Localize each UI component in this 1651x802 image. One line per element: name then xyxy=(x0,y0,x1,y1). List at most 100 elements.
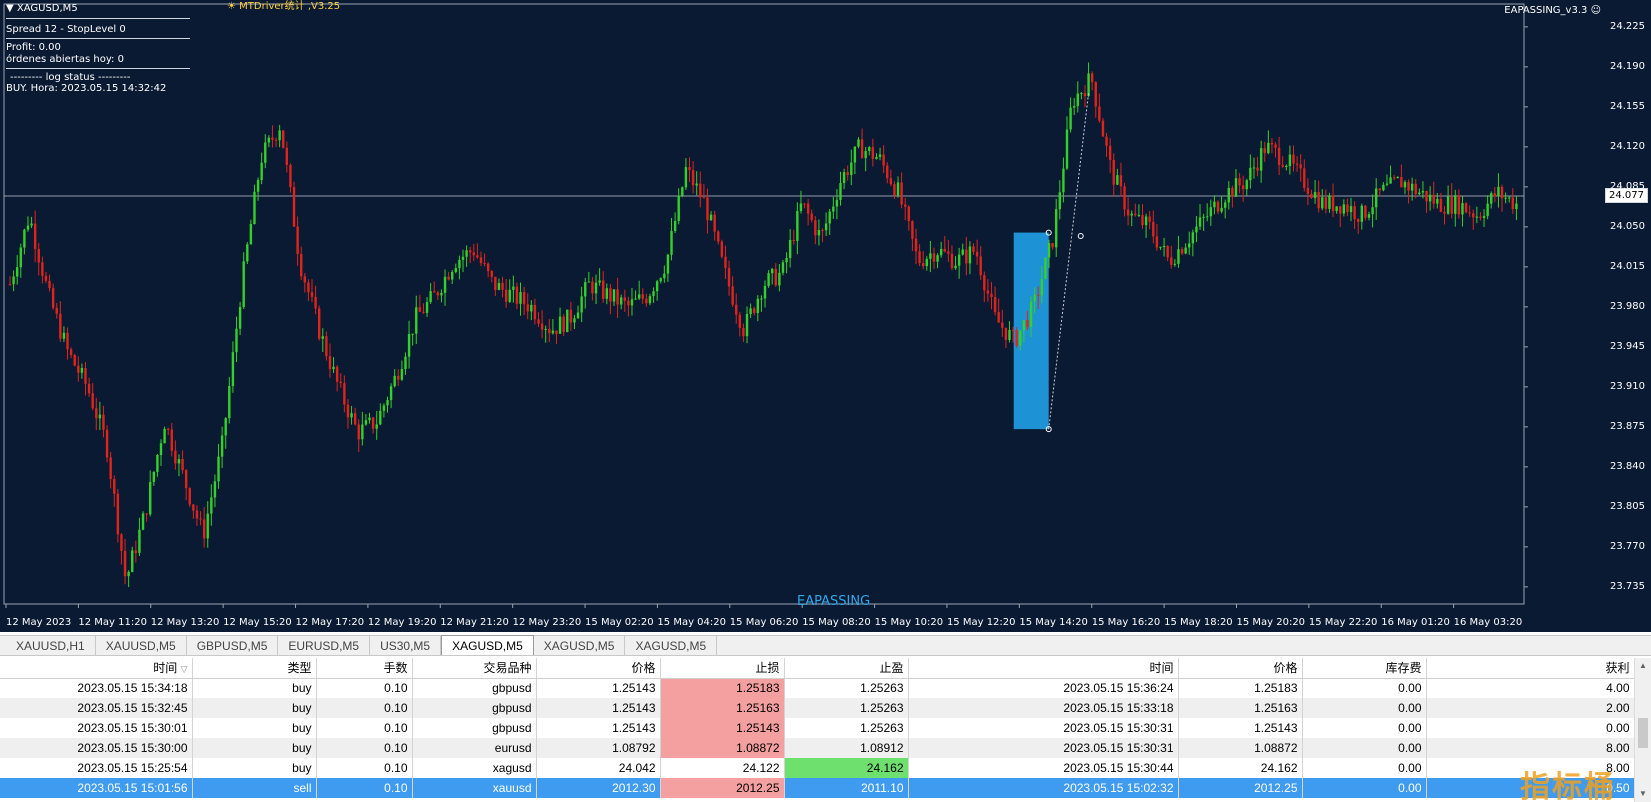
cell-type: buy xyxy=(192,758,317,778)
candle-body xyxy=(627,300,630,306)
candle-body xyxy=(1202,216,1205,218)
candle-body xyxy=(1270,142,1274,145)
candle-body xyxy=(806,203,810,214)
col-header-close-time[interactable]: 时间 xyxy=(908,658,1179,679)
candle-body xyxy=(23,229,26,248)
candle-body xyxy=(979,256,982,276)
candle-body xyxy=(792,239,795,241)
candle-body xyxy=(1389,177,1392,184)
col-header-symbol[interactable]: 交易品种 xyxy=(412,658,537,679)
candle-body xyxy=(375,424,378,429)
x-tick-label: 12 May 15:20 xyxy=(223,617,292,628)
candle-body xyxy=(181,459,184,471)
candle-body xyxy=(1511,197,1515,210)
table-row-selected[interactable]: 2023.05.15 15:01:56 sell 0.10 xauusd 2012.30… xyxy=(0,778,1634,798)
col-header-open-time[interactable]: 时间 ▽ xyxy=(0,658,193,679)
candlestick-chart-svg[interactable] xyxy=(0,0,1651,632)
cell-open-time: 2023.05.15 15:32:45 xyxy=(0,698,193,718)
candle-body xyxy=(1195,226,1198,233)
candle-body xyxy=(810,213,813,221)
scrollbar-thumb[interactable] xyxy=(1638,718,1648,748)
candle-body xyxy=(1026,320,1029,328)
candle-body xyxy=(954,265,957,269)
candle-body xyxy=(411,333,414,335)
col-header-take-profit[interactable]: 止盈 xyxy=(784,658,909,679)
candle-body xyxy=(566,309,569,332)
candle-body xyxy=(1238,178,1241,186)
candle-body xyxy=(1256,167,1259,171)
table-scrollbar[interactable]: ▲ ▼ xyxy=(1634,658,1651,802)
chart-tab[interactable]: XAUUSD,H1 xyxy=(6,636,96,655)
candle-body xyxy=(177,459,181,464)
candle-body xyxy=(335,366,339,382)
col-header-type[interactable]: 类型 xyxy=(192,658,317,679)
candle-body xyxy=(860,139,864,159)
candle-body xyxy=(990,293,993,298)
cell-close-price: 1.08872 xyxy=(1178,738,1303,758)
candle-body xyxy=(695,183,698,186)
candle-body xyxy=(195,510,199,519)
anchor-point-icon xyxy=(1045,229,1052,236)
candle-body xyxy=(677,195,680,221)
table-row[interactable]: 2023.05.15 15:30:01 buy 0.10 gbpusd 1.25143 1… xyxy=(0,718,1634,738)
ea-name-label: EAPASSING_v3.3 ☺ xyxy=(1504,5,1601,16)
table-row[interactable]: 2023.05.15 15:34:18 buy 0.10 gbpusd 1.25143 1… xyxy=(0,678,1634,698)
candle-body xyxy=(73,355,76,366)
spread-info: Spread 12 - StopLevel 0 xyxy=(6,24,126,35)
candle-body xyxy=(749,308,752,315)
candle-body xyxy=(648,296,652,304)
candle-body xyxy=(868,147,871,151)
chart-tab[interactable]: GBPUSD,M5 xyxy=(187,636,279,655)
col-header-open-price[interactable]: 价格 xyxy=(536,658,661,679)
candle-body xyxy=(105,429,109,458)
candle-body xyxy=(742,327,745,337)
table-row[interactable]: 2023.05.15 15:25:54 buy 0.10 xagusd 24.042 24… xyxy=(0,758,1634,778)
candle-body xyxy=(1155,236,1159,248)
chart-tab[interactable]: XAGUSD,M5 xyxy=(625,636,718,655)
candle-body xyxy=(634,298,637,300)
table-row[interactable]: 2023.05.15 15:30:00 buy 0.10 eurusd 1.08792 1… xyxy=(0,738,1634,758)
candle-body xyxy=(551,330,555,334)
chart-tab[interactable]: XAUUSD,M5 xyxy=(96,636,187,655)
chart-tab[interactable]: EURUSD,M5 xyxy=(278,636,371,655)
candle-body xyxy=(1162,246,1166,248)
candle-body xyxy=(1065,129,1069,169)
candle-body xyxy=(1040,279,1044,296)
candle-body xyxy=(681,187,684,196)
col-header-lots[interactable]: 手数 xyxy=(316,658,413,679)
price-chart[interactable]: ▼ XAGUSD,M5 Spread 12 - StopLevel 0 Prof… xyxy=(0,0,1651,632)
col-header-close-price[interactable]: 价格 xyxy=(1178,658,1303,679)
candle-body xyxy=(159,443,163,455)
candle-body xyxy=(652,291,655,297)
candle-body xyxy=(1044,257,1047,280)
chart-tab[interactable]: XAGUSD,M5 xyxy=(534,636,626,655)
candle-body xyxy=(896,182,900,196)
log-status-header: --------- log status --------- xyxy=(10,72,131,83)
table-row[interactable]: 2023.05.15 15:32:45 buy 0.10 gbpusd 1.25143 1… xyxy=(0,698,1634,718)
dropdown-triangle-icon[interactable]: ▼ xyxy=(6,3,17,14)
candle-body xyxy=(382,405,386,411)
candle-body xyxy=(799,203,803,212)
col-header-stop-loss[interactable]: 止损 xyxy=(660,658,785,679)
candle-body xyxy=(584,282,587,297)
candle-body xyxy=(479,257,483,264)
candle-body xyxy=(943,248,946,252)
candle-body xyxy=(796,211,799,241)
candle-body xyxy=(1019,330,1022,346)
candle-body xyxy=(587,281,591,283)
chart-tab[interactable]: US30,M5 xyxy=(370,636,442,655)
cell-symbol: xauusd xyxy=(412,778,537,798)
y-tick-label: 24.190 xyxy=(1610,60,1645,72)
cell-open-price: 1.08792 xyxy=(536,738,661,758)
candle-body xyxy=(814,220,817,236)
scroll-up-icon[interactable]: ▲ xyxy=(1639,661,1647,670)
candle-body xyxy=(1101,120,1105,137)
candle-body xyxy=(1357,219,1360,222)
chart-symbol-title[interactable]: ▼ XAGUSD,M5 xyxy=(6,3,78,14)
chart-tab-active[interactable]: XAGUSD,M5 xyxy=(441,635,534,655)
col-header-profit[interactable]: 获利 xyxy=(1426,658,1634,679)
candle-body xyxy=(630,299,634,306)
scroll-down-icon[interactable]: ▼ xyxy=(1639,789,1647,798)
candle-body xyxy=(220,435,224,457)
col-header-swap[interactable]: 库存费 xyxy=(1302,658,1427,679)
